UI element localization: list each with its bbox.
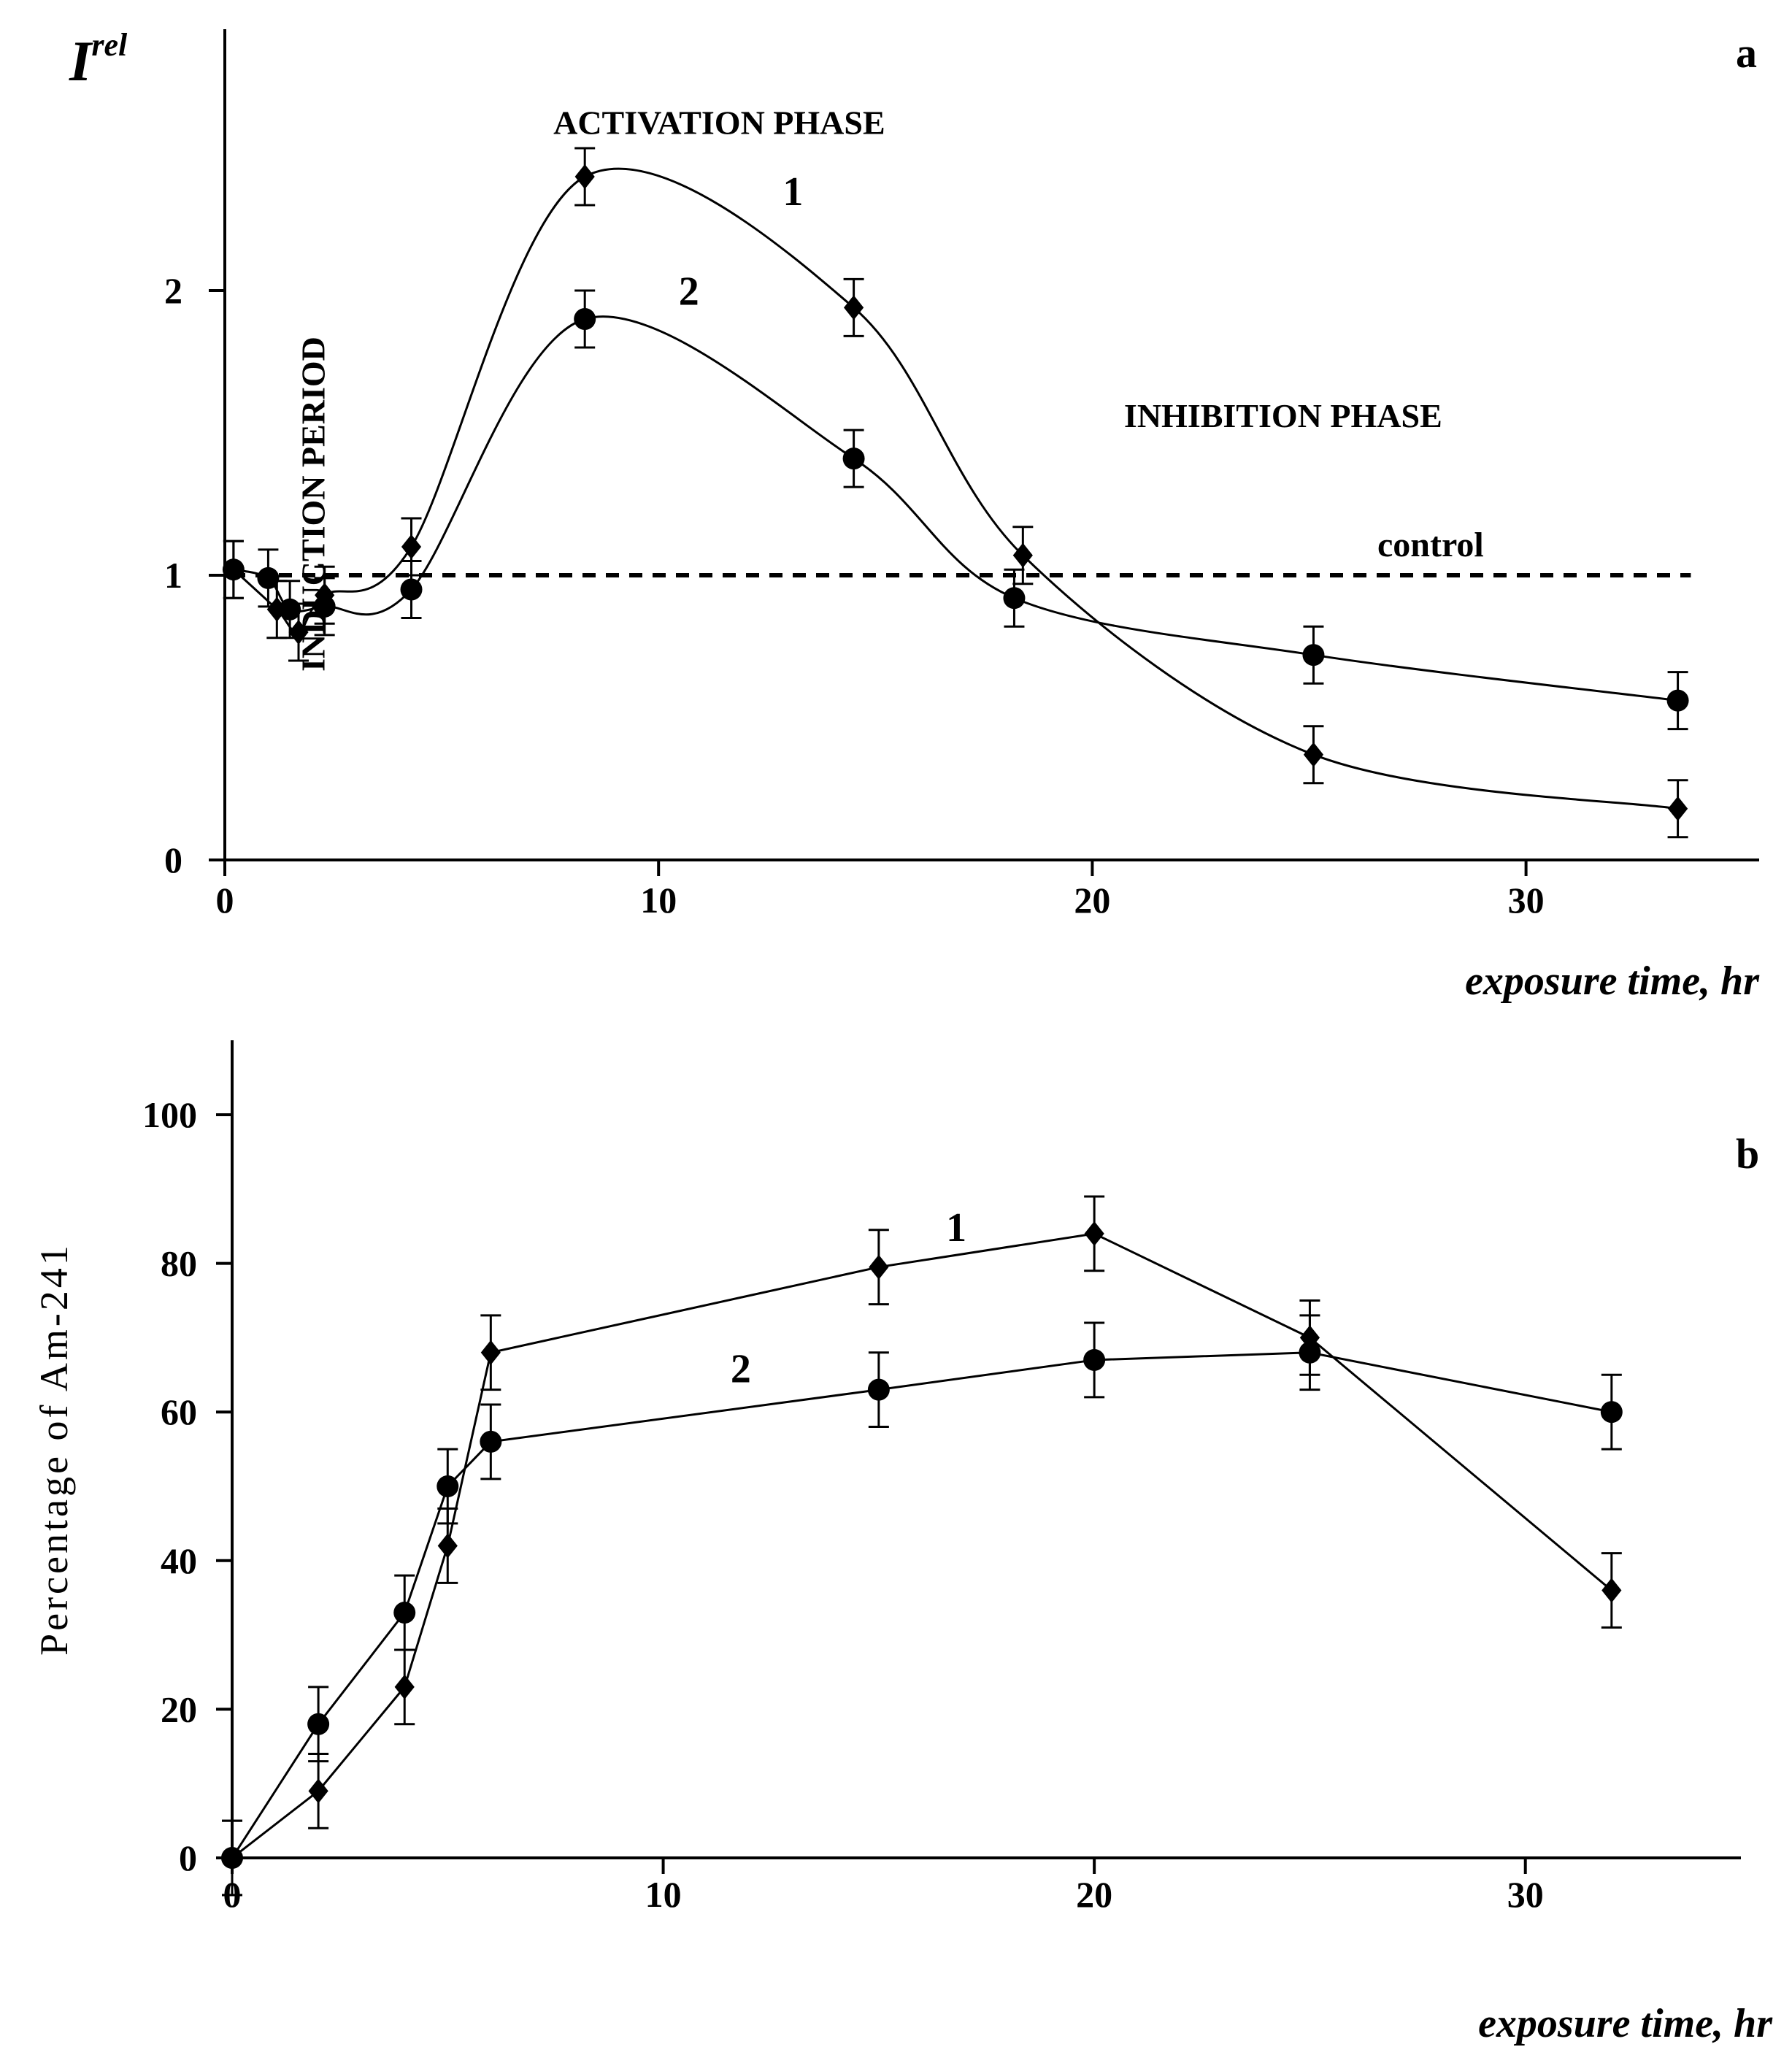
x-tick-label: 30 <box>1508 880 1545 921</box>
panel-a-ticks: 0 10 20 30 0 1 2 <box>164 270 1545 921</box>
y-tick-label: 1 <box>164 555 182 596</box>
series-1-point <box>1601 1578 1622 1603</box>
activation-phase-annotation: ACTIVATION PHASE <box>553 104 885 142</box>
panel-b-letter: b <box>1736 1130 1759 1178</box>
series-1-point <box>843 295 864 320</box>
y-tick-label: 40 <box>161 1540 197 1581</box>
x-tick-label: 10 <box>645 1874 682 1915</box>
x-tick-label: 30 <box>1507 1874 1544 1915</box>
series-2-point <box>307 1713 330 1735</box>
y-tick-label: 60 <box>161 1391 197 1432</box>
y-tick-label: 80 <box>161 1243 197 1284</box>
x-tick-label: 20 <box>1074 880 1110 921</box>
panel-a-series-1-label: 1 <box>782 169 803 215</box>
series-2-point <box>1600 1401 1623 1424</box>
y-tick-label: 0 <box>164 840 182 880</box>
series-2-point <box>257 566 280 589</box>
series-1-point <box>394 1674 415 1699</box>
panel-b-series-2-label: 2 <box>731 1346 751 1391</box>
panel-a-series-2-label: 2 <box>679 269 699 315</box>
series-2-point <box>1299 1341 1321 1364</box>
series-2-point <box>867 1378 890 1401</box>
series-1-point <box>869 1254 889 1280</box>
series-2-point <box>1003 587 1026 610</box>
series-2-point <box>221 1847 243 1869</box>
panel-b-y-label: Percentage of Am-241 <box>32 1242 76 1656</box>
series-1-point <box>1084 1221 1104 1246</box>
series-2-point <box>393 1602 416 1624</box>
series-2-point <box>313 595 336 618</box>
x-tick-label: 0 <box>216 880 234 921</box>
y-tick-label: 20 <box>161 1689 197 1729</box>
panel-b-series <box>221 1195 1623 1897</box>
x-tick-label: 20 <box>1076 1874 1112 1915</box>
series-2-point <box>1302 644 1325 667</box>
series-1-point <box>401 534 422 559</box>
series-1-point <box>266 596 287 622</box>
panel-b-series-1-label: 1 <box>946 1205 966 1251</box>
series-2-point <box>1083 1348 1106 1371</box>
panel-b-ticks: 0102030020406080100 <box>142 1094 1544 1915</box>
series-1-point <box>288 620 309 645</box>
x-tick-label: 10 <box>640 880 677 921</box>
series-2-point <box>279 598 301 621</box>
series-2-point <box>842 448 865 470</box>
y-tick-label: 0 <box>179 1837 197 1878</box>
series-2-line <box>233 315 1678 702</box>
series-1-point <box>437 1533 458 1559</box>
panel-a-chart: 0 10 20 30 0 1 2 Irel a exposure time, hr INDU… <box>69 27 1760 1004</box>
panel-a-letter: a <box>1736 29 1757 77</box>
panel-a-series <box>222 147 1689 839</box>
series-1-point <box>308 1778 328 1804</box>
series-1-point <box>1303 742 1324 767</box>
series-1-point <box>1667 796 1688 821</box>
inhibition-phase-annotation: INHIBITION PHASE <box>1124 397 1442 434</box>
control-label: control <box>1377 526 1484 564</box>
y-tick-label: 100 <box>142 1094 197 1135</box>
series-2-point <box>574 308 596 330</box>
series-2-point <box>480 1430 502 1453</box>
induction-period-annotation: INDUCTION PERIOD <box>295 337 332 672</box>
series-2-point <box>437 1475 459 1497</box>
panel-b-chart: 0102030020406080100 Percentage of Am-241… <box>32 1040 1773 2046</box>
series-1-point <box>1012 542 1033 568</box>
y-tick-label: 2 <box>164 270 182 311</box>
panel-b-x-label: exposure time, hr <box>1478 2001 1773 2046</box>
panel-a-x-label: exposure time, hr <box>1465 959 1760 1004</box>
panel-a-y-label: Irel <box>69 27 128 93</box>
series-2-point <box>1666 689 1689 712</box>
series-2-point <box>222 558 245 581</box>
series-1-point <box>574 164 595 189</box>
series-2-point <box>400 578 423 601</box>
series-1-point <box>480 1340 501 1365</box>
